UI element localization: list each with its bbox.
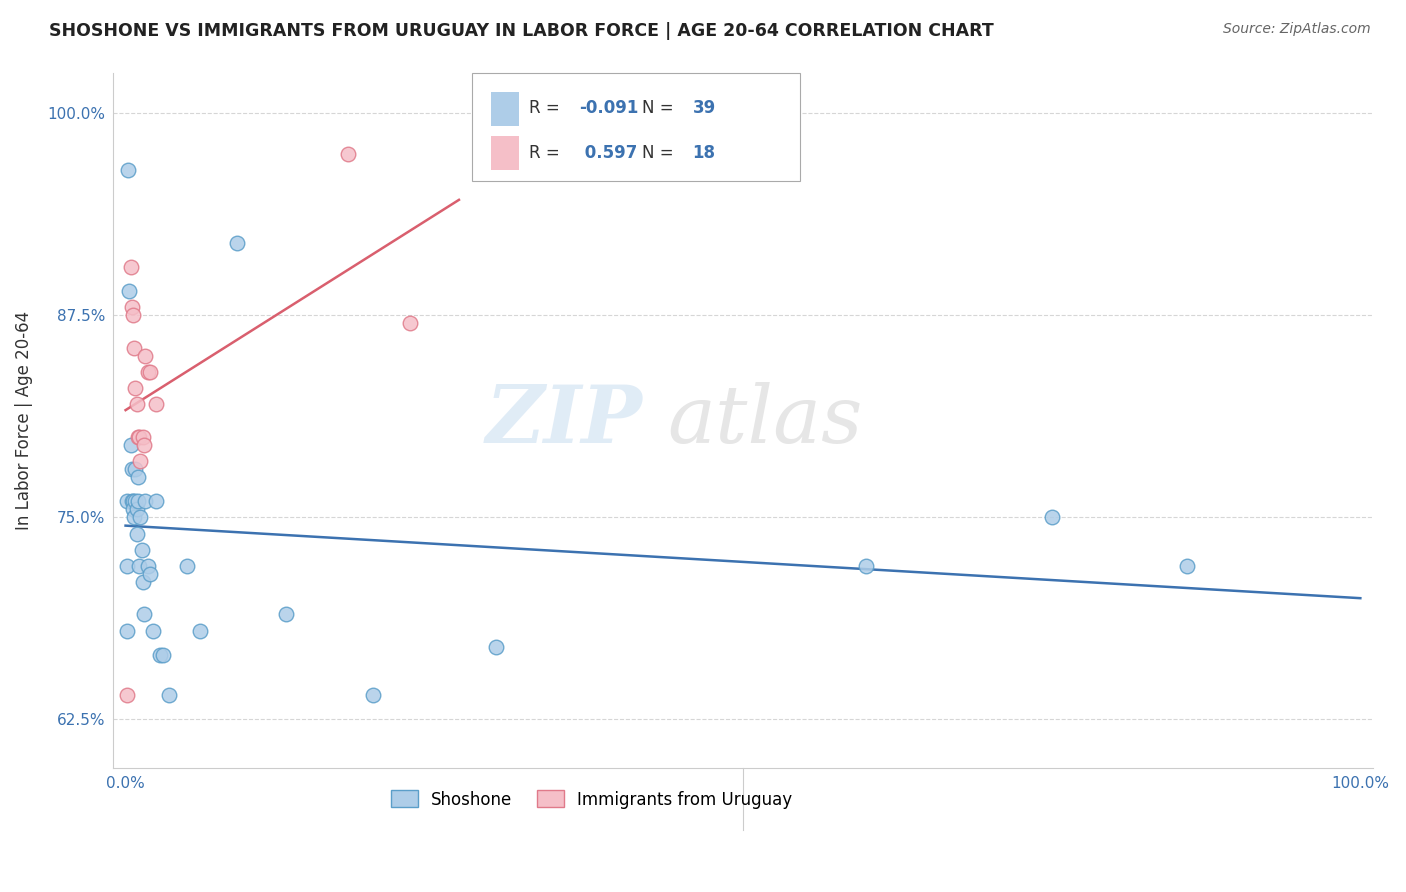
Point <box>1040 510 1063 524</box>
Point <box>398 317 420 331</box>
Point <box>149 648 172 662</box>
Point <box>129 454 152 468</box>
Point <box>274 607 297 622</box>
Point <box>118 284 141 298</box>
Point <box>361 688 384 702</box>
Point <box>336 146 359 161</box>
Point <box>117 163 139 178</box>
Point <box>125 397 148 411</box>
Point <box>131 542 153 557</box>
FancyBboxPatch shape <box>491 92 519 127</box>
Text: atlas: atlas <box>668 382 863 459</box>
Text: SHOSHONE VS IMMIGRANTS FROM URUGUAY IN LABOR FORCE | AGE 20-64 CORRELATION CHART: SHOSHONE VS IMMIGRANTS FROM URUGUAY IN L… <box>49 22 994 40</box>
Text: 0.597: 0.597 <box>579 144 637 162</box>
Point <box>122 502 145 516</box>
Point <box>122 309 145 323</box>
FancyBboxPatch shape <box>491 136 519 170</box>
Text: 39: 39 <box>693 99 716 117</box>
Point <box>128 558 150 573</box>
Point <box>136 365 159 379</box>
Point <box>115 688 138 702</box>
Point <box>122 494 145 508</box>
Point <box>132 607 155 622</box>
Point <box>127 494 149 508</box>
Text: N =: N = <box>643 99 679 117</box>
Text: R =: R = <box>529 99 565 117</box>
Point <box>125 502 148 516</box>
Point <box>127 470 149 484</box>
Text: N =: N = <box>643 144 679 162</box>
Legend: Shoshone, Immigrants from Uruguay: Shoshone, Immigrants from Uruguay <box>384 784 799 815</box>
Point <box>125 526 148 541</box>
Text: Source: ZipAtlas.com: Source: ZipAtlas.com <box>1223 22 1371 37</box>
Point <box>129 510 152 524</box>
Point <box>134 494 156 508</box>
Point <box>225 235 247 250</box>
Point <box>132 438 155 452</box>
Point <box>121 301 143 315</box>
Point <box>127 429 149 443</box>
Point <box>124 381 146 395</box>
Point <box>122 341 145 355</box>
Point <box>136 558 159 573</box>
Point <box>132 575 155 590</box>
Point <box>134 349 156 363</box>
Point <box>115 494 138 508</box>
Point <box>855 558 877 573</box>
Point <box>120 260 142 274</box>
Point <box>124 462 146 476</box>
Point <box>121 462 143 476</box>
Point <box>485 640 508 654</box>
Text: ZIP: ZIP <box>485 382 643 459</box>
Point <box>139 365 162 379</box>
Point <box>115 558 138 573</box>
Point <box>132 429 155 443</box>
Point <box>157 688 180 702</box>
Text: -0.091: -0.091 <box>579 99 638 117</box>
Point <box>176 558 198 573</box>
Point <box>145 494 167 508</box>
Point <box>128 429 150 443</box>
Point <box>115 624 138 638</box>
Point <box>121 494 143 508</box>
Y-axis label: In Labor Force | Age 20-64: In Labor Force | Age 20-64 <box>15 311 32 530</box>
Point <box>145 397 167 411</box>
Point <box>188 624 211 638</box>
Point <box>139 567 162 582</box>
FancyBboxPatch shape <box>472 73 800 181</box>
Point <box>120 438 142 452</box>
Point <box>1177 558 1199 573</box>
Point <box>122 510 145 524</box>
Text: R =: R = <box>529 144 565 162</box>
Point <box>152 648 174 662</box>
Point <box>124 494 146 508</box>
Text: 18: 18 <box>693 144 716 162</box>
Point <box>142 624 165 638</box>
